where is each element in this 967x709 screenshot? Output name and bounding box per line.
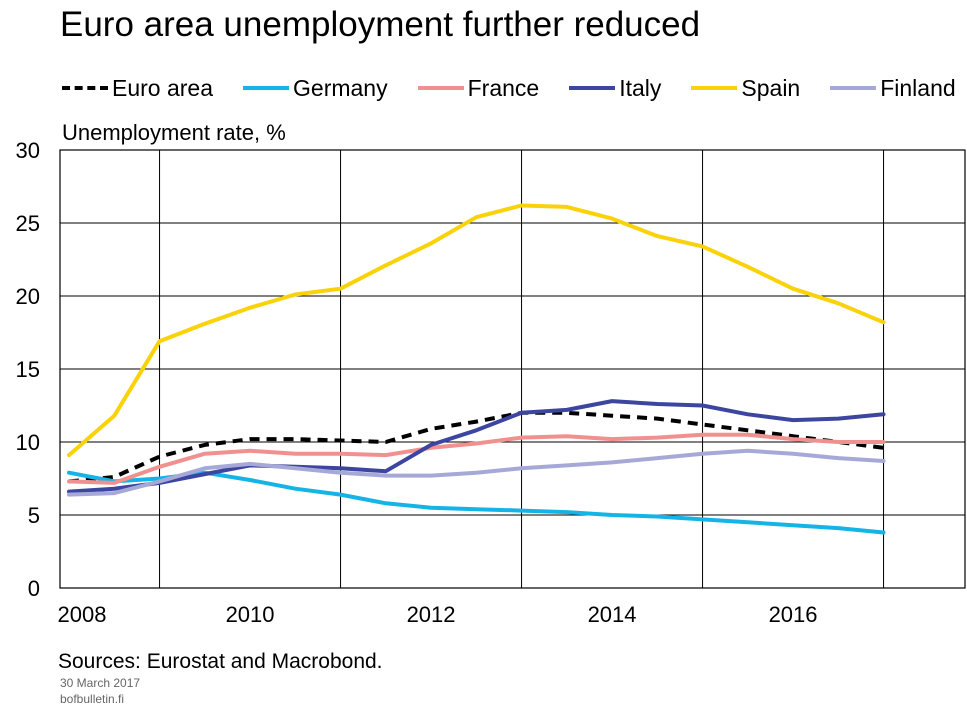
legend-swatch — [62, 86, 108, 90]
legend-label: Euro area — [112, 75, 214, 101]
legend-item-finland: Finland — [830, 74, 956, 102]
y-tick-label: 25 — [16, 211, 40, 236]
legend-label: Spain — [741, 75, 801, 101]
x-tick-label: 2012 — [407, 602, 456, 627]
tick-labels: 0 5 10 15 20 25 30 2008 2010 2012 2014 2016 — [16, 138, 818, 627]
legend-item-italy: Italy — [569, 74, 661, 102]
x-tick-label: 2008 — [58, 602, 107, 627]
x-tick-label: 2016 — [769, 602, 818, 627]
legend: Euro area Germany France Italy Spain Finland — [62, 72, 967, 104]
legend-swatch — [569, 86, 616, 90]
site-note: bofbulletin.fi — [60, 692, 125, 706]
x-tick-label: 2014 — [588, 602, 637, 627]
y-tick-label: 30 — [16, 138, 40, 163]
y-tick-label: 10 — [16, 430, 40, 455]
legend-swatch — [830, 86, 877, 90]
grid — [60, 150, 965, 588]
legend-item-germany: Germany — [243, 74, 388, 102]
plot-frame — [59, 149, 966, 589]
legend-item-france: France — [417, 74, 540, 102]
legend-item-spain: Spain — [691, 74, 800, 102]
chart-title: Euro area unemployment further reduced — [60, 5, 701, 44]
legend-swatch — [691, 86, 738, 90]
y-tick-label: 15 — [16, 357, 40, 382]
legend-swatch — [243, 86, 290, 90]
y-tick-label: 20 — [16, 284, 40, 309]
legend-swatch — [417, 86, 464, 90]
date-note: 30 March 2017 — [60, 676, 141, 690]
legend-item-euro-area: Euro area — [62, 74, 213, 102]
x-tick-label: 2010 — [226, 602, 275, 627]
legend-label: Finland — [880, 75, 956, 101]
series-line-italy — [67, 399, 886, 494]
sources-note: Sources: Eurostat and Macrobond. — [58, 650, 383, 673]
series-line-spain — [67, 203, 886, 458]
y-tick-label: 5 — [28, 503, 40, 528]
series-line-euro-area — [68, 410, 884, 484]
legend-label: Italy — [619, 75, 662, 101]
series-line-germany — [67, 470, 886, 535]
series-line-finland — [67, 448, 886, 497]
legend-label: France — [467, 75, 540, 101]
series-layer — [67, 203, 886, 535]
y-axis-label: Unemployment rate, % — [62, 120, 286, 145]
axes-layer — [59, 149, 966, 589]
y-tick-label: 0 — [28, 576, 40, 601]
series-line-france — [67, 432, 886, 485]
legend-label: Germany — [293, 75, 388, 101]
